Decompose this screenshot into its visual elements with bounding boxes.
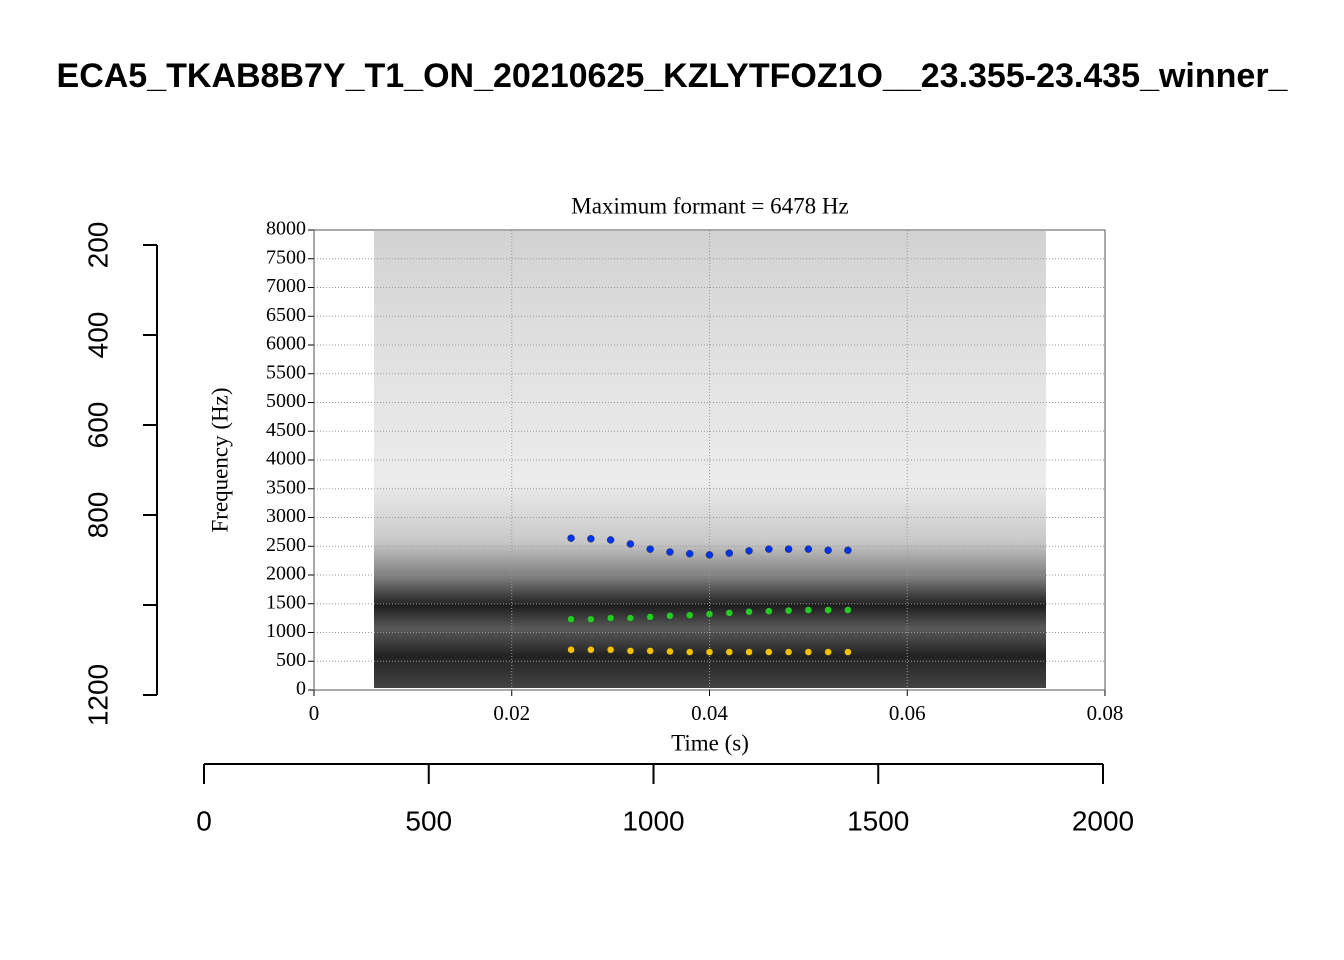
y-tick-label: 5500	[266, 361, 306, 383]
formant-point	[784, 648, 793, 656]
formant-point	[606, 536, 615, 544]
formant-point	[844, 606, 852, 614]
y-tick-label: 7500	[266, 246, 306, 268]
formant-point	[844, 546, 852, 555]
x-tick-label: 500	[405, 805, 452, 836]
formant-point	[745, 608, 753, 616]
formant-point	[567, 646, 575, 654]
y-tick-label: 4500	[266, 419, 306, 441]
y-tick-label: 6000	[266, 333, 306, 355]
page-title: ECA5_TKAB8B7Y_T1_ON_20210625_KZLYTFOZ1O_…	[57, 57, 1289, 95]
formant-point	[666, 612, 674, 620]
formant-point	[745, 547, 753, 555]
y-tick-label: 600	[82, 402, 113, 449]
x-tick-label: 1500	[847, 805, 909, 836]
formant-point	[587, 535, 595, 543]
x-tick-label: 0.02	[493, 701, 530, 725]
x-tick-label: 0	[309, 701, 320, 725]
y-tick-label: 1200	[82, 664, 113, 726]
x-axis-label: Time (s)	[671, 730, 749, 755]
plot-frame	[313, 229, 1106, 691]
y-tick-label: 1500	[266, 591, 306, 613]
formant-point	[784, 545, 793, 553]
formant-point	[824, 648, 832, 656]
formant-point	[705, 610, 714, 618]
formant-point	[626, 540, 635, 548]
plot-title: Maximum formant = 6478 Hz	[571, 193, 848, 218]
formant-point	[705, 648, 714, 656]
formant-point	[567, 534, 575, 542]
y-tick-label: 5000	[266, 390, 306, 412]
y-tick-label: 3000	[266, 505, 306, 527]
y-tick-label: 3500	[266, 476, 306, 498]
y-tick-label: 400	[82, 312, 113, 359]
x-tick-label: 2000	[1072, 805, 1134, 836]
x-tick-label: 1000	[622, 805, 684, 836]
x-tick-label: 0.06	[889, 701, 926, 725]
y-tick-label: 1000	[266, 620, 306, 642]
formant-point	[844, 648, 852, 656]
formant-point	[646, 613, 654, 621]
formant-point	[685, 611, 694, 619]
formant-point	[824, 546, 832, 555]
formant-point	[725, 609, 734, 617]
y-tick-label: 2500	[266, 534, 306, 556]
formant-point	[646, 545, 654, 553]
x-tick-label: 0.08	[1087, 701, 1124, 725]
formant-point	[804, 648, 813, 656]
y-tick-label: 0	[296, 678, 306, 700]
x-tick-label: 0.04	[691, 701, 728, 725]
formant-point	[784, 606, 793, 615]
formant-point	[626, 647, 635, 655]
y-tick-label: 500	[276, 649, 306, 671]
formant-point	[725, 549, 734, 557]
formant-point	[705, 551, 714, 559]
y-tick-label: 4000	[266, 448, 306, 470]
formant-point	[666, 548, 674, 556]
y-axis-label: Frequency (Hz)	[207, 388, 232, 533]
formant-point	[804, 606, 813, 614]
formant-point	[745, 648, 753, 656]
formant-point	[765, 607, 773, 615]
y-tick-label: 7000	[266, 275, 306, 297]
formant-point	[587, 646, 595, 654]
y-tick-label: 8000	[266, 218, 306, 240]
y-tick-label: 2000	[266, 563, 306, 585]
x-tick-label: 0	[196, 805, 212, 836]
formant-point	[824, 606, 832, 614]
formant-point	[606, 614, 615, 622]
formant-point	[606, 646, 615, 654]
formant-point	[725, 648, 734, 656]
formant-point	[685, 648, 694, 656]
y-tick-label: 200	[82, 222, 113, 269]
y-tick-label: 6500	[266, 304, 306, 326]
formant-point	[765, 648, 773, 656]
formant-point	[587, 615, 595, 624]
formant-point	[646, 647, 654, 655]
formant-point	[685, 549, 694, 558]
formant-point	[804, 545, 813, 553]
formant-point	[666, 647, 674, 656]
formant-point	[626, 614, 635, 622]
y-tick-label: 800	[82, 492, 113, 539]
formant-point	[765, 545, 773, 553]
formant-point	[567, 615, 575, 624]
